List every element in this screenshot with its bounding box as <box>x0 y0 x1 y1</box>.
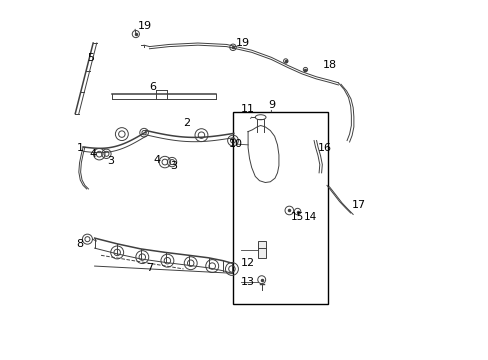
Bar <box>233 112 327 304</box>
Text: 11: 11 <box>241 104 254 114</box>
Text: 15: 15 <box>290 212 303 221</box>
Text: 7: 7 <box>145 263 153 273</box>
Text: 9: 9 <box>267 100 274 110</box>
Text: 3: 3 <box>107 156 114 166</box>
Text: 4: 4 <box>153 154 160 165</box>
Text: 8: 8 <box>77 239 83 249</box>
Text: 17: 17 <box>351 200 366 210</box>
Text: 5: 5 <box>86 53 94 63</box>
Text: 14: 14 <box>303 212 316 221</box>
Text: 10: 10 <box>228 139 242 149</box>
Text: 12: 12 <box>241 258 255 268</box>
Text: 13: 13 <box>241 277 254 287</box>
Text: 3: 3 <box>169 161 177 171</box>
Text: 16: 16 <box>317 143 331 153</box>
Text: 2: 2 <box>183 118 190 128</box>
Text: 4: 4 <box>89 149 97 159</box>
Text: 19: 19 <box>235 38 249 48</box>
Text: 18: 18 <box>322 60 336 70</box>
Text: 6: 6 <box>149 82 156 92</box>
Text: 1: 1 <box>77 143 83 153</box>
Bar <box>258 241 265 258</box>
Text: 19: 19 <box>137 21 151 31</box>
